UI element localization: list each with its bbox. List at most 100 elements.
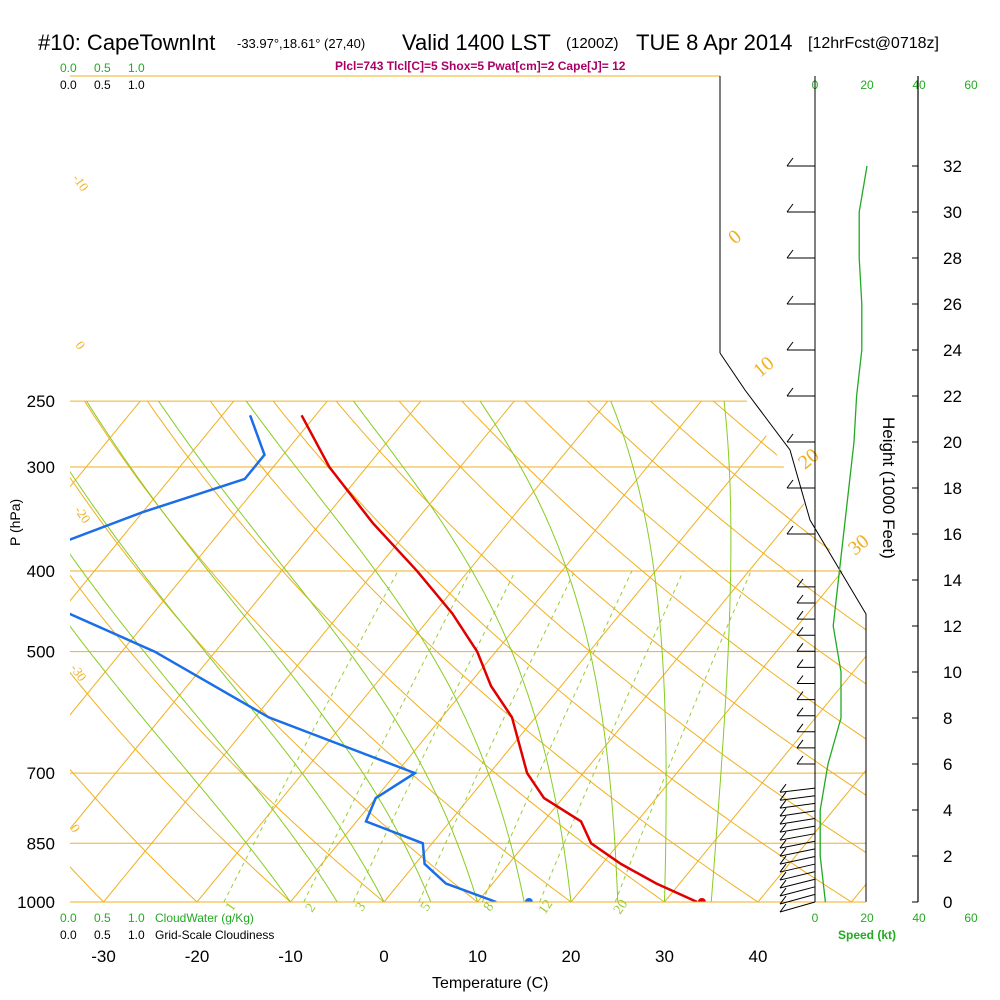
wind-barb <box>779 787 816 793</box>
height-tick-label: 26 <box>943 295 962 314</box>
height-tick-label: 4 <box>943 801 952 820</box>
height-tick-label: 22 <box>943 387 962 406</box>
wind-barb-flag <box>796 626 804 636</box>
dry-adiabat-line <box>524 400 866 902</box>
dry-adiabat-line <box>587 400 866 902</box>
profile-layer <box>70 414 706 902</box>
wind-barb-flag <box>796 739 804 749</box>
dry-adiabat-line <box>70 400 478 902</box>
cloudwater-scale-top-1: 0.5 <box>94 61 111 75</box>
height-tick-label: 10 <box>943 663 962 682</box>
wind-panel: 0 20 40 60 0 20 40 60 <box>779 76 978 925</box>
speed-tick-bottom: 20 <box>860 911 874 925</box>
wind-barb <box>779 901 816 913</box>
wind-barb-flag <box>779 799 787 809</box>
dry-adiabat-line <box>461 400 866 902</box>
cloudwater-scale-bottom-1: 0.5 <box>94 911 111 925</box>
mixing-ratio-label: 12 <box>536 897 556 917</box>
moist-adiabat-line <box>610 400 667 902</box>
dry-adiabat-line <box>0 401 10 902</box>
speed-label: Speed (kt) <box>838 928 896 942</box>
height-axis-label: Height (1000 Feet) <box>879 417 898 559</box>
mixing-ratio-line <box>352 570 516 902</box>
dry-adiabat-line <box>272 400 852 902</box>
speed-tick-top: 60 <box>964 78 978 92</box>
utc-time: (1200Z) <box>566 35 619 52</box>
dry-adiabat-line <box>335 400 866 902</box>
x-axis-label: Temperature (C) <box>432 975 548 992</box>
wind-barb-flag <box>779 879 787 889</box>
left-isotherm-label: -10 <box>70 171 92 194</box>
mixing-ratio-line <box>539 570 684 902</box>
left-isotherm-label: 0 <box>68 821 84 835</box>
pressure-tick-label: 500 <box>27 643 55 662</box>
wind-barb <box>779 863 816 873</box>
wind-barb-flag <box>779 815 787 825</box>
height-tick-label: 28 <box>943 249 962 268</box>
wind-barb-flag <box>786 341 794 351</box>
wind-barb <box>779 795 816 801</box>
cloudiness-scale-top-2: 1.0 <box>128 78 145 92</box>
dewpoint-profile <box>70 414 497 902</box>
wind-barb-flag <box>786 157 794 167</box>
temperature-profile <box>300 414 698 902</box>
valid-time: Valid 1400 LST <box>402 30 551 55</box>
wind-barb-flag <box>786 433 794 443</box>
forecast-info: [12hrFcst@0718z] <box>808 35 939 52</box>
mixing-ratio-label: 2 <box>303 901 319 915</box>
isotherm-label: 20 <box>794 444 823 474</box>
cloudiness-label: Grid-Scale Cloudiness <box>155 928 274 942</box>
wind-barb <box>779 886 816 897</box>
cloudiness-scale-bottom-0: 0.0 <box>60 928 77 942</box>
wind-barb <box>779 818 816 825</box>
isotherm-label: 30 <box>844 530 873 560</box>
moist-adiabat-line <box>245 400 525 902</box>
wind-barb-flag <box>786 387 794 397</box>
speed-tick-bottom: 40 <box>912 911 926 925</box>
cloudwater-scale-top-0: 0.0 <box>60 61 77 75</box>
mixing-ratio-line <box>223 570 399 902</box>
height-tick-label: 14 <box>943 571 962 590</box>
temperature-tick-label: 0 <box>379 947 388 966</box>
indices-line: Plcl=743 Tlcl[C]=5 Shox=5 Pwat[cm]=2 Cap… <box>335 59 626 73</box>
wind-barb-flag <box>779 791 787 801</box>
isotherm-line <box>290 400 702 902</box>
height-tick-label: 6 <box>943 755 952 774</box>
mixing-ratio-line <box>418 570 576 902</box>
height-tick-label: 8 <box>943 709 952 728</box>
speed-tick-top: 40 <box>912 78 926 92</box>
height-tick-label: 20 <box>943 433 962 452</box>
isotherm-line <box>103 400 515 902</box>
isotherm-label: 10 <box>749 352 778 382</box>
pressure-tick-label: 250 <box>27 392 55 411</box>
cloudwater-scale-bottom-0: 0.0 <box>60 911 77 925</box>
pressure-tick-label: 1000 <box>17 893 55 912</box>
legend-bottom: 0.0 0.5 1.0 CloudWater (g/Kg) 0.0 0.5 1.… <box>60 911 896 942</box>
mixing-ratio-line <box>481 570 633 902</box>
wind-barb-flag <box>779 831 787 841</box>
plot-frame <box>70 75 867 903</box>
wind-barb-flag <box>779 903 787 913</box>
wind-barb-flag <box>779 887 787 897</box>
isotherm-line <box>196 400 609 902</box>
isotherm-line <box>70 400 235 902</box>
moist-adiabat-line <box>710 401 732 902</box>
dry-adiabat-line <box>146 400 665 902</box>
speed-tick-bottom: 60 <box>964 911 978 925</box>
wind-barb-flag <box>796 659 804 668</box>
forecast-date: TUE 8 Apr 2014 <box>636 30 793 55</box>
temperature-tick-label: -10 <box>278 947 303 966</box>
wind-barb-flag <box>779 823 787 833</box>
isotherm-label: 0 <box>724 226 746 249</box>
temperature-tick-label: -30 <box>91 947 116 966</box>
wind-barb <box>779 825 816 833</box>
wind-barb-flag <box>779 895 787 905</box>
dry-adiabat-line <box>965 401 1000 902</box>
cloudiness-scale-bottom-1: 0.5 <box>94 928 111 942</box>
dry-adiabat-line <box>70 400 198 902</box>
mixing-ratio-line <box>614 570 752 902</box>
wind-barb <box>779 893 816 905</box>
surface-dewpoint-point <box>524 898 533 902</box>
height-tick-label: 30 <box>943 203 962 222</box>
